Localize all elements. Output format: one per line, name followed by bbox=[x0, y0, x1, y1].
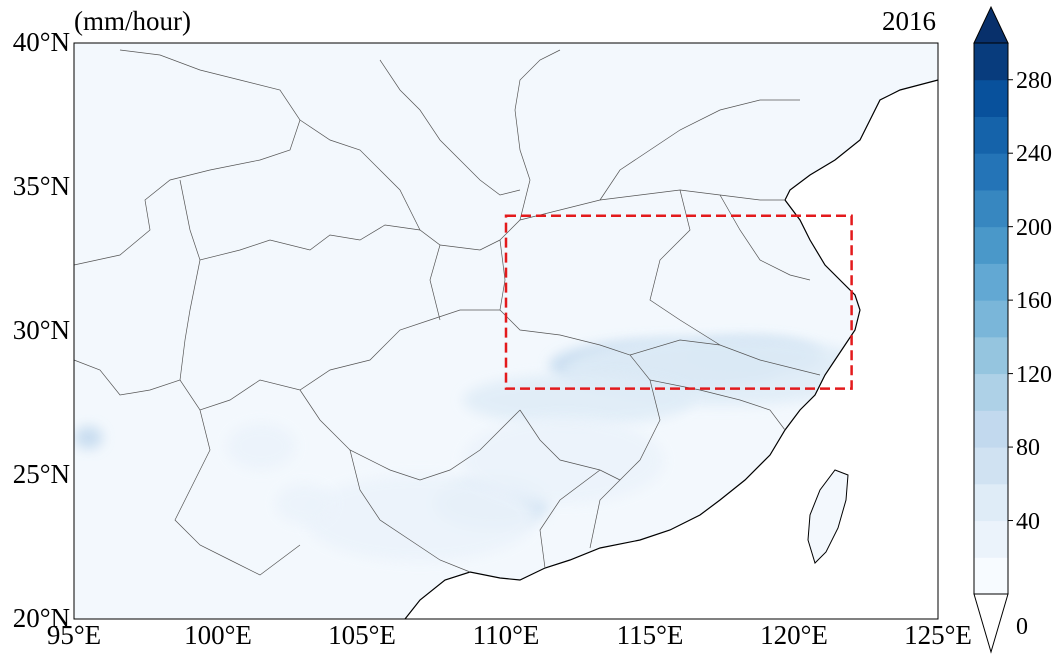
colorbar-ticks bbox=[1008, 79, 1013, 522]
precip-blob bbox=[304, 475, 535, 562]
x-tick-label: 115°E bbox=[616, 620, 684, 650]
x-tick-label: 105°E bbox=[328, 620, 396, 650]
colorbar-segment bbox=[974, 557, 1008, 595]
precip-blob bbox=[462, 374, 694, 427]
colorbar-tick-label: 40 bbox=[1016, 508, 1040, 535]
colorbar-under-arrow bbox=[973, 593, 1009, 654]
border-line bbox=[599, 99, 800, 201]
border-line bbox=[73, 49, 301, 266]
sea-area bbox=[405, 80, 938, 619]
map-frame bbox=[73, 42, 939, 620]
taiwan-island bbox=[807, 469, 849, 564]
colorbar-segment bbox=[974, 189, 1008, 228]
border-line bbox=[514, 49, 561, 221]
x-tick-label: 110°E bbox=[472, 620, 540, 650]
colorbar bbox=[973, 5, 1009, 654]
border-line bbox=[649, 189, 721, 346]
border-line bbox=[179, 309, 500, 411]
colorbar-segment bbox=[974, 263, 1008, 301]
border-line bbox=[349, 449, 471, 573]
x-tick-label: 125°E bbox=[904, 620, 972, 650]
colorbar-segment bbox=[974, 336, 1008, 375]
border-line bbox=[429, 244, 441, 321]
border-line bbox=[499, 189, 785, 241]
colorbar-frame bbox=[973, 42, 1009, 595]
border-line bbox=[649, 379, 786, 431]
colorbar-tick-label: 120 bbox=[1016, 361, 1052, 388]
highlight-box bbox=[504, 214, 853, 390]
precip-blob bbox=[226, 423, 296, 470]
border-line bbox=[629, 339, 821, 376]
y-tick-label: 40°N bbox=[12, 27, 70, 57]
precip-blob bbox=[74, 426, 103, 450]
x-tick-label: 100°E bbox=[184, 620, 252, 650]
colorbar-tick-label: 0 bbox=[1016, 614, 1028, 640]
colorbar-segment bbox=[974, 116, 1008, 154]
colorbar-segment bbox=[974, 79, 1008, 117]
colorbar-segment bbox=[974, 153, 1008, 191]
province-borders bbox=[73, 49, 821, 576]
border-line bbox=[379, 59, 521, 196]
precip-blob bbox=[275, 483, 334, 524]
x-tick-label: 120°E bbox=[760, 620, 828, 650]
year-label: 2016 bbox=[882, 6, 936, 36]
colorbar-segment bbox=[974, 373, 1008, 411]
units-label: (mm/hour) bbox=[74, 6, 191, 36]
colorbar-over-arrow bbox=[973, 5, 1009, 44]
border-line bbox=[539, 469, 601, 569]
colorbar-segment bbox=[974, 300, 1008, 338]
y-tick-label: 20°N bbox=[12, 603, 70, 633]
border-line bbox=[299, 119, 421, 231]
colorbar-segment bbox=[974, 447, 1008, 485]
colorbar-tick-label: 200 bbox=[1016, 214, 1052, 241]
x-tick-label: 95°E bbox=[46, 620, 102, 650]
sea-layer bbox=[405, 80, 938, 619]
border-line bbox=[519, 409, 621, 481]
colorbar-segment bbox=[974, 226, 1008, 264]
y-tick-label: 30°N bbox=[12, 315, 70, 345]
border-line bbox=[299, 389, 521, 481]
border-line bbox=[73, 259, 201, 396]
border-line bbox=[719, 194, 811, 281]
colorbar-segment bbox=[974, 520, 1008, 558]
y-tick-label: 25°N bbox=[12, 459, 70, 489]
colorbar-tick-label: 160 bbox=[1016, 288, 1052, 315]
colorbar-tick-label: 280 bbox=[1016, 67, 1052, 94]
colorbar-segment bbox=[974, 483, 1008, 522]
border-line bbox=[174, 409, 301, 576]
colorbar-tick-label: 80 bbox=[1016, 435, 1040, 462]
colorbar-segment bbox=[974, 43, 1008, 81]
colorbar-segment bbox=[974, 410, 1008, 448]
colorbar-tick-label: 240 bbox=[1016, 141, 1052, 168]
y-tick-label: 35°N bbox=[12, 171, 70, 201]
